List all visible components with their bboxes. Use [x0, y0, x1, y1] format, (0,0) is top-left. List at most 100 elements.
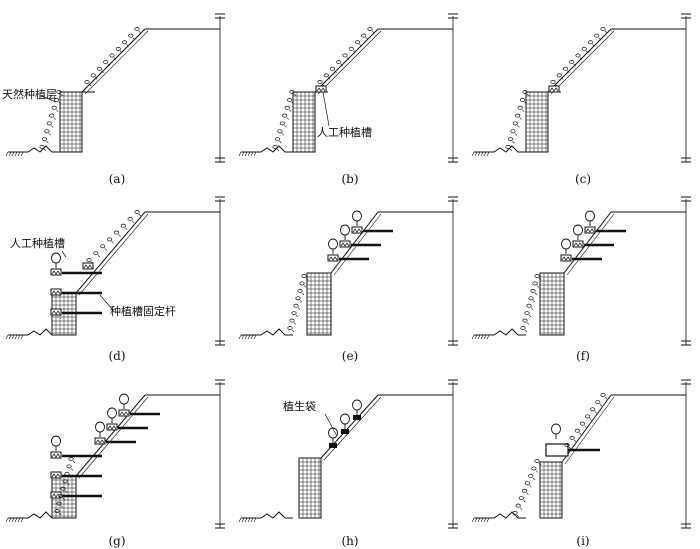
vine-stem [288, 109, 292, 112]
vine-stem [584, 425, 587, 428]
panel-i: (i) [466, 366, 700, 549]
vine-stem [592, 44, 595, 47]
ground-hatch [250, 151, 254, 157]
vine-stem [512, 140, 515, 144]
tree-crown [328, 238, 338, 250]
ground-hatch [247, 151, 251, 157]
vine-leaf [62, 479, 68, 484]
vine-stem [293, 93, 297, 97]
ground-line [474, 145, 526, 153]
vine-leaf [282, 113, 288, 118]
tree-crown [573, 224, 583, 236]
vine-leaf [512, 511, 518, 515]
ground-hatch [20, 151, 24, 157]
vine-leaf [274, 137, 280, 142]
vine-leaf [93, 251, 99, 256]
ground-hatch [241, 334, 245, 340]
vine-stem [286, 117, 289, 120]
caption-h: (h) [341, 534, 359, 548]
vine-stem [532, 477, 535, 481]
ground-hatch [5, 151, 9, 157]
vine-leaf [49, 113, 55, 118]
vine-stem [131, 220, 135, 224]
vine-stem [599, 403, 603, 407]
panel-g: (g) [0, 366, 234, 549]
vine-stem [299, 300, 303, 303]
tree-crown [340, 224, 350, 236]
vine-leaf [521, 488, 527, 493]
trough-plants [51, 310, 61, 315]
trough-plants [316, 87, 326, 92]
ground-hatch [483, 517, 487, 523]
planting-trough [572, 240, 584, 248]
planting-trough [94, 437, 106, 445]
vine-stem [284, 125, 287, 128]
diagram-group [471, 196, 691, 346]
caption-c: (c) [574, 172, 592, 186]
ground-hatch [483, 151, 487, 157]
ground-hatch [20, 517, 24, 523]
vine-stem [528, 314, 532, 318]
tree-crown [51, 435, 61, 447]
slope-surface [81, 28, 146, 93]
vine-leaf [103, 60, 109, 65]
ground-hatch [11, 151, 15, 157]
planting-trough [50, 451, 62, 459]
ground-hatch [250, 517, 254, 523]
ground-hatch [8, 334, 12, 340]
tree-crown [328, 427, 338, 439]
ground-line [241, 145, 293, 153]
vine-stem [526, 492, 529, 495]
tree-crown [585, 210, 595, 222]
vine-stem [524, 329, 528, 333]
panel-f: (f) [466, 183, 700, 366]
vine-stem [521, 109, 525, 112]
vine-leaf [134, 27, 140, 31]
vine-stem [594, 411, 597, 414]
slope-diagram-e [238, 196, 458, 346]
vine-stem [538, 277, 542, 281]
trough-plants [107, 425, 117, 430]
retaining-wall [525, 91, 549, 153]
vine-leaf [56, 501, 62, 506]
slope-surface [75, 211, 146, 294]
vine-leaf [594, 33, 600, 38]
trough-plants [95, 439, 105, 444]
trough-plants [561, 256, 571, 261]
panel-a: 天然种植层 (a) [0, 0, 234, 186]
vine-stem [517, 125, 520, 128]
trough-plants [340, 242, 350, 247]
vine-leaf [277, 129, 283, 134]
planting-trough [327, 254, 339, 262]
vine-stem [297, 307, 301, 310]
ground-hatch [253, 334, 257, 340]
vine-leaf [564, 443, 570, 447]
trough-plants [573, 242, 583, 247]
ground-hatch [253, 151, 257, 157]
slope-surface [563, 211, 612, 274]
vine-stem [276, 148, 280, 152]
planting-trough [118, 409, 130, 417]
vine-stem [567, 70, 570, 73]
vine-stem [579, 57, 583, 60]
ground-hatch [480, 517, 484, 523]
vine-stem [532, 300, 536, 303]
ground-hatch [17, 334, 21, 340]
slope-diagram-f [471, 196, 691, 346]
vine-stem [58, 101, 61, 105]
slope-backfill [550, 30, 615, 95]
ground-hatch [247, 334, 251, 340]
vine-stem [46, 140, 49, 144]
vine-leaf [115, 46, 121, 51]
slope-diagram-c [471, 13, 691, 163]
vine-stem [516, 514, 520, 518]
planting-trough [106, 423, 118, 431]
vine-leaf [134, 210, 140, 214]
vine-leaf [528, 473, 534, 478]
tree-crown [352, 210, 362, 222]
vine-stem [334, 70, 337, 73]
leader-line [324, 413, 338, 437]
vine-stem [138, 30, 142, 34]
leader-line [61, 250, 67, 258]
caption-i: (i) [576, 534, 590, 548]
